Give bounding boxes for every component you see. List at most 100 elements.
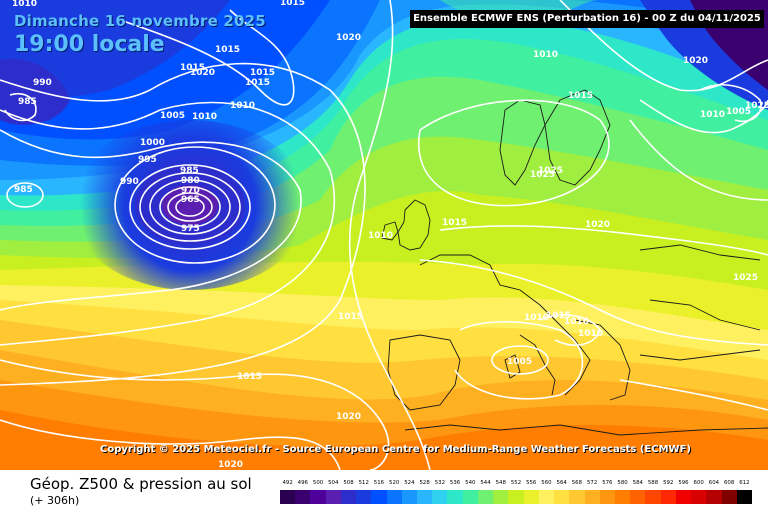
legend-value: 560 (541, 480, 552, 486)
isobar-label: 1015 (245, 78, 270, 88)
legend-swatch (447, 490, 463, 504)
isobar-label: 1020 (683, 56, 708, 66)
legend-value: 512 (358, 480, 369, 486)
legend-item: 504 (325, 479, 341, 507)
legend-item: 608 (721, 479, 737, 507)
legend-swatch (477, 490, 494, 504)
copyright-notice: Copyright © 2025 Meteociel.fr - Source E… (100, 444, 691, 455)
legend-item: 612 (736, 479, 752, 507)
legend-value: 596 (678, 480, 689, 486)
forecast-time: 19:00 locale (14, 32, 165, 57)
isobar-label: 970 (181, 186, 200, 196)
isobar-label: 1020 (190, 68, 215, 78)
isobar-label: 1025 (745, 101, 768, 111)
isobar-labels: 1010 1015 1020 990 985 1015 1020 1015 10… (12, 0, 768, 470)
isobar-label: 985 (14, 185, 33, 195)
legend-value: 592 (663, 480, 674, 486)
isobar-label: 1010 (230, 101, 255, 111)
legend-value: 564 (556, 480, 567, 486)
legend-item: 560 (538, 479, 555, 507)
legend-swatch (371, 490, 387, 504)
legend-value: 540 (465, 480, 476, 486)
legend-item: 528 (417, 479, 433, 507)
legend-value: 572 (586, 480, 598, 486)
legend-swatch (508, 490, 524, 504)
legend-value: 528 (419, 480, 430, 486)
isobar-label: 1000 (140, 138, 165, 148)
isobar-label: 1010 (368, 231, 393, 241)
legend-swatch (356, 490, 372, 504)
legend-swatch (493, 490, 509, 504)
legend-item: 572 (584, 479, 600, 507)
legend-value: 580 (617, 480, 628, 486)
legend-swatch (325, 490, 341, 504)
legend-swatch (432, 490, 448, 504)
legend-swatch (599, 490, 615, 504)
isobar-label: 990 (33, 78, 52, 88)
legend-item: 548 (493, 479, 509, 507)
isobar-label: 1015 (546, 311, 571, 321)
legend-item: 536 (447, 479, 463, 507)
isobar-label: 1010 (192, 112, 217, 122)
legend-item: 604 (706, 479, 722, 507)
weather-map: 1010 1015 1020 990 985 1015 1020 1015 10… (0, 0, 768, 470)
legend-item: 568 (569, 479, 585, 507)
legend-swatch (340, 490, 357, 504)
isobar-label: 1010 (578, 329, 603, 339)
isobar-label: 1015 (215, 45, 240, 55)
isobar-label: 1020 (218, 460, 243, 470)
isobar-label: 1025 (733, 273, 758, 283)
color-legend: 492 496 500 504 508 512 516 520 524 528 532 536 540 5… (280, 479, 752, 507)
isobar-label: 1010 (524, 313, 549, 323)
legend-item: 532 (432, 479, 448, 507)
isobar-label: 1025 (538, 166, 563, 176)
legend-value: 524 (404, 480, 415, 486)
legend-value: 604 (708, 480, 720, 486)
legend-swatch (554, 490, 570, 504)
legend-swatch (295, 490, 311, 504)
legend-value: 520 (389, 480, 400, 486)
legend-item: 512 (356, 479, 372, 507)
legend-swatch (310, 490, 326, 504)
legend-item: 600 (691, 479, 707, 507)
legend-swatch (386, 490, 402, 504)
legend-value: 504 (328, 480, 339, 486)
legend-item: 588 (645, 479, 661, 507)
legend-item: 496 (295, 479, 311, 507)
legend-item: 492 (280, 479, 296, 507)
legend-item: 516 (371, 479, 387, 507)
isobar-label: 980 (181, 176, 200, 186)
isobar-label: 1010 (12, 0, 37, 9)
legend-item: 540 (462, 479, 478, 507)
legend-value: 548 (495, 480, 506, 486)
legend-value: 576 (602, 480, 613, 486)
isobar-label: 1015 (180, 63, 205, 73)
isobar-label: 985 (180, 166, 199, 176)
legend-value: 556 (526, 480, 537, 486)
isobar-label: 1005 (507, 357, 532, 367)
isobar-label: 1015 (442, 218, 467, 228)
isobar-label: 965 (181, 195, 200, 205)
legend-value: 612 (739, 480, 750, 486)
legend-swatch (614, 490, 631, 504)
legend-item: 596 (675, 479, 692, 507)
legend-value: 492 (282, 480, 293, 486)
legend-swatch (584, 490, 600, 504)
legend-item: 576 (599, 479, 615, 507)
legend-item: 564 (554, 479, 570, 507)
legend-item: 580 (614, 479, 631, 507)
legend-swatch (736, 490, 752, 504)
legend-swatch (462, 490, 478, 504)
isobar-label: 1010 (700, 110, 725, 120)
isobar-lines (0, 0, 768, 470)
isobar-label: 1015 (280, 0, 305, 8)
isobar-label: 1015 (250, 68, 275, 78)
isobar-label: 1020 (336, 33, 361, 43)
isobar-label: 1015 (338, 312, 363, 322)
isobar-label: 985 (18, 97, 37, 107)
legend-item: 552 (508, 479, 524, 507)
legend-swatch (401, 490, 418, 504)
isobar-label: 1005 (726, 107, 751, 117)
isobar-label: 1010 (533, 50, 558, 60)
legend-value: 500 (312, 480, 324, 486)
